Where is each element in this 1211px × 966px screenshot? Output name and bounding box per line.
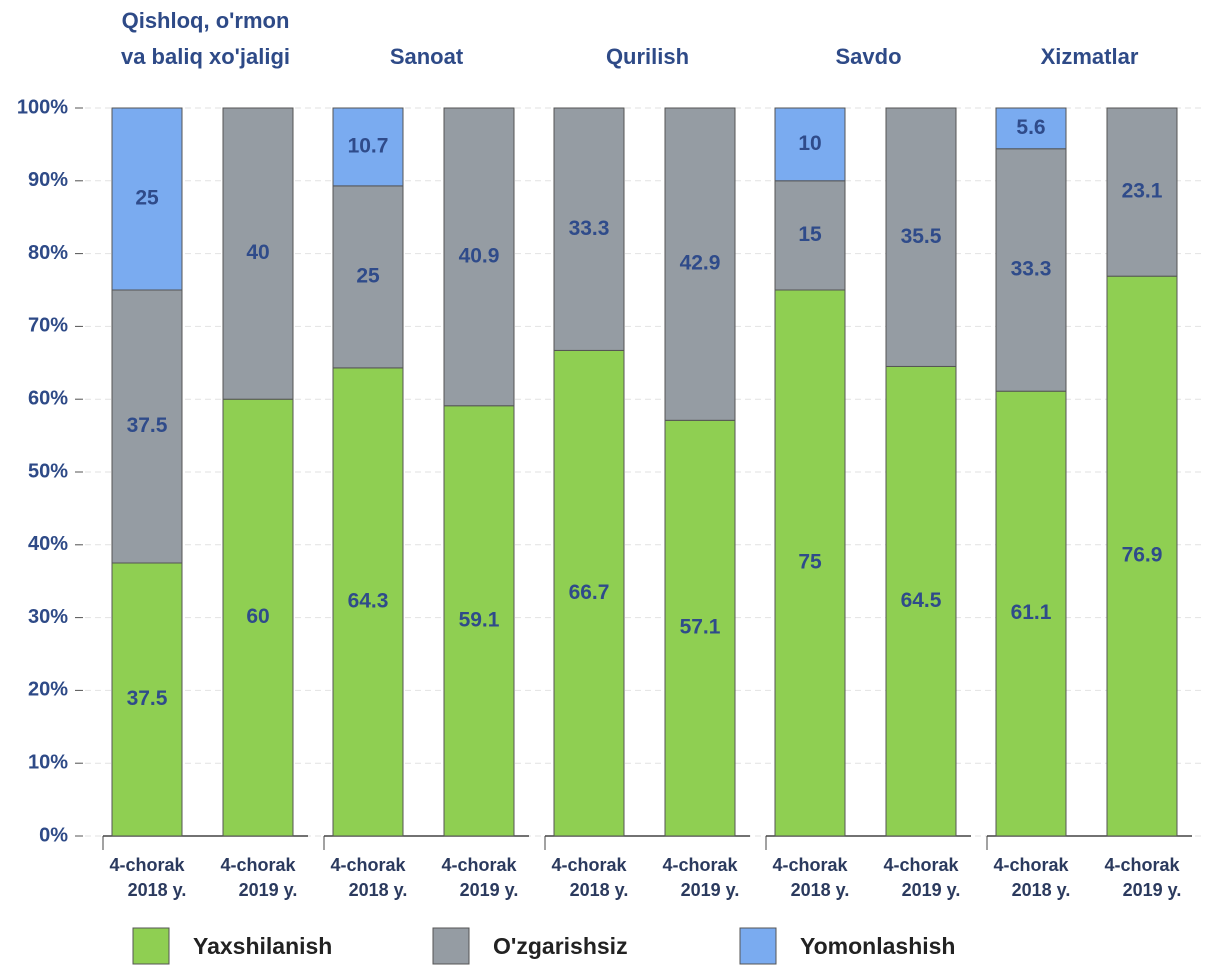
x-tick-label: 4-chorak <box>883 855 959 875</box>
panel-title: va baliq xo'jaligi <box>121 44 290 69</box>
bar-segment <box>995 107 1067 150</box>
x-tick-label: 2019 y. <box>902 880 961 900</box>
data-label: 40 <box>246 241 269 264</box>
legend-swatch <box>132 927 170 965</box>
panel-title: Qishloq, o'rmon <box>122 8 290 33</box>
panel-title: Qurilish <box>606 44 689 69</box>
y-tick-label: 50% <box>28 460 68 482</box>
x-tick-label: 2019 y. <box>460 880 519 900</box>
bar-segment <box>222 107 294 400</box>
x-tick-label: 4-chorak <box>109 855 185 875</box>
bar-segment <box>664 419 736 837</box>
bar-segment <box>1106 107 1178 277</box>
y-tick-label: 0% <box>39 824 68 846</box>
x-tick-label: 4-chorak <box>662 855 738 875</box>
x-tick-label: 4-chorak <box>993 855 1069 875</box>
data-label: 60 <box>246 605 269 628</box>
bar-segment <box>1106 275 1178 837</box>
bar-segment <box>553 107 625 351</box>
y-tick-label: 10% <box>28 751 68 773</box>
panel-title: Xizmatlar <box>1041 44 1139 69</box>
x-tick-label: 2018 y. <box>570 880 629 900</box>
legend-label: Yaxshilanish <box>193 933 332 959</box>
data-label: 25 <box>135 187 159 210</box>
y-tick-label: 20% <box>28 679 68 701</box>
bar-segment <box>553 349 625 837</box>
bar-segment <box>222 398 294 837</box>
y-tick-label: 30% <box>28 606 68 628</box>
x-tick-label: 2018 y. <box>791 880 850 900</box>
bar-segment <box>443 107 515 407</box>
bar-segment <box>664 107 736 421</box>
data-label: 40.9 <box>459 244 500 267</box>
panel-title: Savdo <box>835 44 901 69</box>
data-label: 23.1 <box>1122 180 1163 203</box>
x-tick-label: 4-chorak <box>330 855 406 875</box>
y-tick-label: 80% <box>28 242 68 264</box>
bar-segment <box>774 289 846 837</box>
x-tick-label: 4-chorak <box>1104 855 1180 875</box>
x-tick-label: 4-chorak <box>441 855 517 875</box>
x-tick-label: 2019 y. <box>681 880 740 900</box>
data-label: 66.7 <box>569 581 610 604</box>
x-tick-label: 4-chorak <box>220 855 296 875</box>
data-label: 37.5 <box>127 687 168 710</box>
x-tick-label: 4-chorak <box>772 855 848 875</box>
data-label: 76.9 <box>1122 544 1163 567</box>
bar-segment <box>111 107 183 291</box>
legend-label: Yomonlashish <box>800 933 956 959</box>
y-tick-label: 40% <box>28 533 68 555</box>
data-label: 10 <box>798 132 821 155</box>
x-tick-label: 2018 y. <box>349 880 408 900</box>
y-tick-label: 70% <box>28 315 68 337</box>
data-label: 33.3 <box>1011 258 1052 281</box>
x-tick-label: 2018 y. <box>128 880 187 900</box>
data-label: 57.1 <box>680 616 721 639</box>
data-label: 5.6 <box>1016 116 1045 139</box>
data-label: 42.9 <box>680 252 721 275</box>
data-label: 59.1 <box>459 608 500 631</box>
y-tick-label: 60% <box>28 387 68 409</box>
data-label: 64.3 <box>348 589 389 612</box>
y-tick-label: 100% <box>17 96 68 118</box>
bar-segment <box>774 107 846 182</box>
x-tick-label: 2018 y. <box>1012 880 1071 900</box>
legend-label: O'zgarishsiz <box>493 933 628 959</box>
data-label: 10.7 <box>348 134 389 157</box>
legend-swatch <box>739 927 777 965</box>
bar-segment <box>332 107 404 187</box>
data-label: 61.1 <box>1011 601 1052 624</box>
bar-segment <box>885 365 957 837</box>
data-label: 37.5 <box>127 414 168 437</box>
bar-segment <box>774 180 846 291</box>
x-tick-label: 2019 y. <box>239 880 298 900</box>
data-label: 15 <box>798 223 822 246</box>
bar-segment <box>332 185 404 369</box>
bar-segment <box>332 367 404 837</box>
data-label: 75 <box>798 551 822 574</box>
bar-segment <box>443 405 515 837</box>
bar-segment <box>111 562 183 837</box>
bar-segment <box>995 390 1067 837</box>
data-label: 25 <box>356 264 380 287</box>
y-tick-label: 90% <box>28 169 68 191</box>
x-tick-label: 2019 y. <box>1123 880 1182 900</box>
data-label: 64.5 <box>901 589 942 612</box>
bar-segment <box>885 107 957 367</box>
panel-title: Sanoat <box>390 44 464 69</box>
bar-segment <box>995 148 1067 392</box>
legend-swatch <box>432 927 470 965</box>
x-tick-label: 4-chorak <box>551 855 627 875</box>
data-label: 35.5 <box>901 225 942 248</box>
data-label: 33.3 <box>569 217 610 240</box>
